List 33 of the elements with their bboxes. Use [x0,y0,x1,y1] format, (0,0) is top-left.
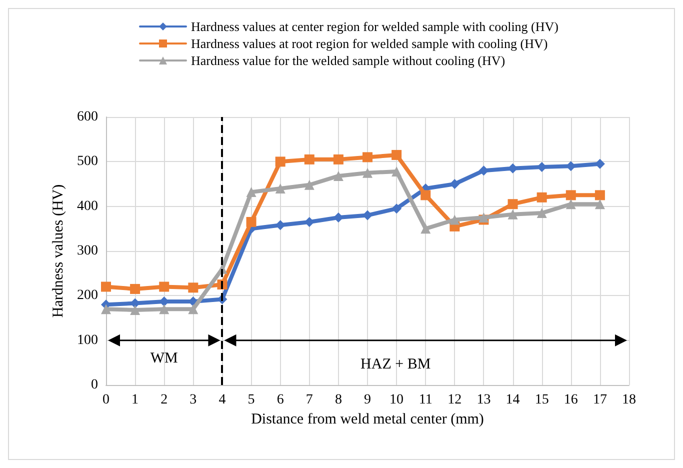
x-tick-label: 0 [102,392,110,408]
x-tick-label: 7 [306,392,313,408]
annotation: HAZ + BM [360,356,431,372]
y-tick-label: 0 [91,378,98,392]
x-axis-title: Distance from weld metal center (mm) [251,411,484,428]
x-tick-label: 1 [132,392,139,408]
x-tick-label: 9 [364,392,371,408]
legend-label: Hardness value for the welded sample without cooling (HV) [191,53,506,68]
y-tick-label: 400 [77,198,98,214]
x-tick-label: 3 [190,392,197,408]
x-tick-label: 14 [506,392,520,408]
x-tick-label: 11 [418,392,432,408]
y-tick-label: 100 [77,332,98,348]
x-tick-label: 4 [218,392,226,408]
x-tick-label: 8 [334,392,342,408]
x-tick-label: 5 [248,392,255,408]
x-tick-label: 10 [390,392,404,408]
x-tick-label: 18 [622,392,636,408]
x-tick-label: 6 [276,392,284,408]
y-tick-label: 500 [77,154,98,170]
x-tick-label: 17 [592,392,607,408]
annotation: WM [150,350,178,366]
y-tick-label: 300 [77,244,98,258]
y-tick-label: 600 [77,110,98,124]
x-tick-label: 16 [564,392,578,408]
y-tick-label: 200 [77,288,98,304]
legend-label: Hardness values at center region for welded sample with cooling (HV) [191,19,558,34]
x-tick-label: 15 [534,392,549,408]
x-tick-label: 13 [476,392,491,408]
y-axis-title: Hardness values (HV) [50,184,66,318]
x-tick-label: 2 [160,392,168,408]
x-tick-label: 12 [448,392,462,408]
legend-label: Hardness values at root region for welded sample with cooling (HV) [191,36,548,51]
